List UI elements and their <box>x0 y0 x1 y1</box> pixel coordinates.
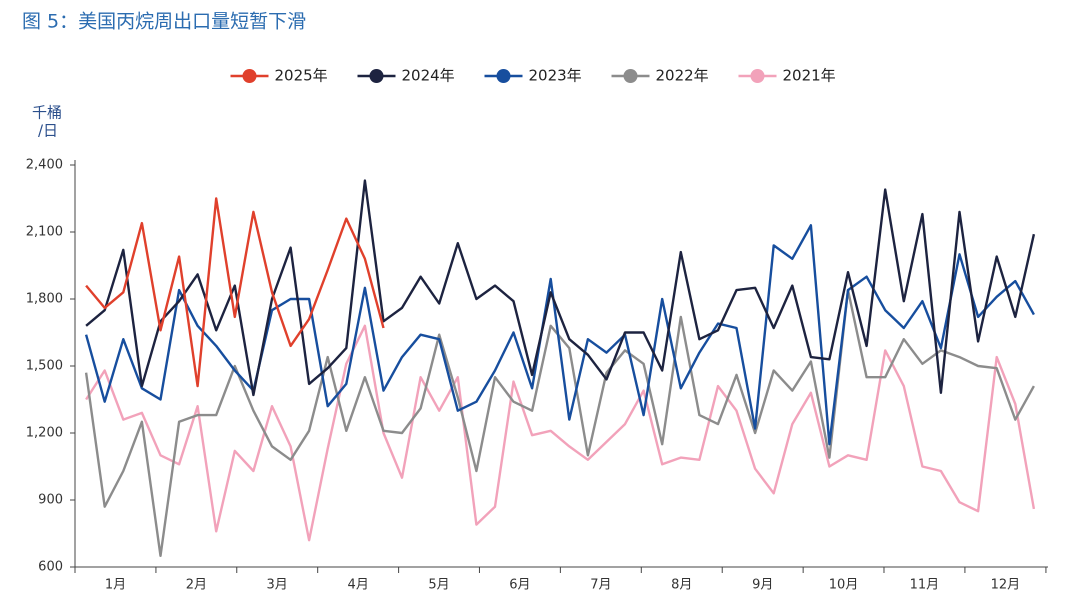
legend: 2025年 2024年 2023年 2022年 2021年 <box>230 67 836 85</box>
y-tick-label: 600 <box>38 560 63 575</box>
x-tick-label: 4月 <box>348 578 369 593</box>
x-tick-label: 11月 <box>910 578 940 593</box>
y-tick-label: 2,100 <box>26 225 63 240</box>
series-line <box>85 197 385 388</box>
series-line <box>84 288 1035 557</box>
y-tick-label: 2,400 <box>26 158 63 173</box>
y-tick-label: 900 <box>38 493 63 508</box>
x-tick-label: 8月 <box>671 578 692 593</box>
chart-title: 图 5：美国丙烷周出口量短暂下滑 <box>22 11 306 33</box>
x-tick-label: 5月 <box>428 578 449 593</box>
x-tick-label: 9月 <box>752 578 773 593</box>
series-line <box>84 224 1035 446</box>
legend-label: 2024年 <box>402 67 455 85</box>
y-tick-label: 1,500 <box>26 359 63 374</box>
y-tick-label: 1,800 <box>26 292 63 307</box>
series-line <box>85 179 1036 397</box>
x-tick-label: 1月 <box>105 578 126 593</box>
legend-label: 2022年 <box>656 67 709 85</box>
x-tick-label: 12月 <box>991 578 1021 593</box>
y-axis-label: 千桶 <box>32 104 62 122</box>
legend-label: 2023年 <box>529 67 582 85</box>
x-tick-label: 6月 <box>509 578 530 593</box>
legend-marker <box>496 69 511 83</box>
y-axis-label: /日 <box>38 122 58 140</box>
x-tick-label: 3月 <box>267 578 288 593</box>
legend-marker <box>623 69 638 83</box>
y-tick-label: 1,200 <box>26 426 63 441</box>
legend-marker <box>750 69 765 83</box>
x-tick-label: 10月 <box>829 578 859 593</box>
legend-marker <box>369 69 384 83</box>
legend-label: 2021年 <box>783 67 836 85</box>
series-line <box>85 324 1036 542</box>
legend-marker <box>242 69 257 83</box>
x-tick-label: 7月 <box>590 578 611 593</box>
x-tick-label: 2月 <box>186 578 207 593</box>
legend-label: 2025年 <box>275 67 328 85</box>
